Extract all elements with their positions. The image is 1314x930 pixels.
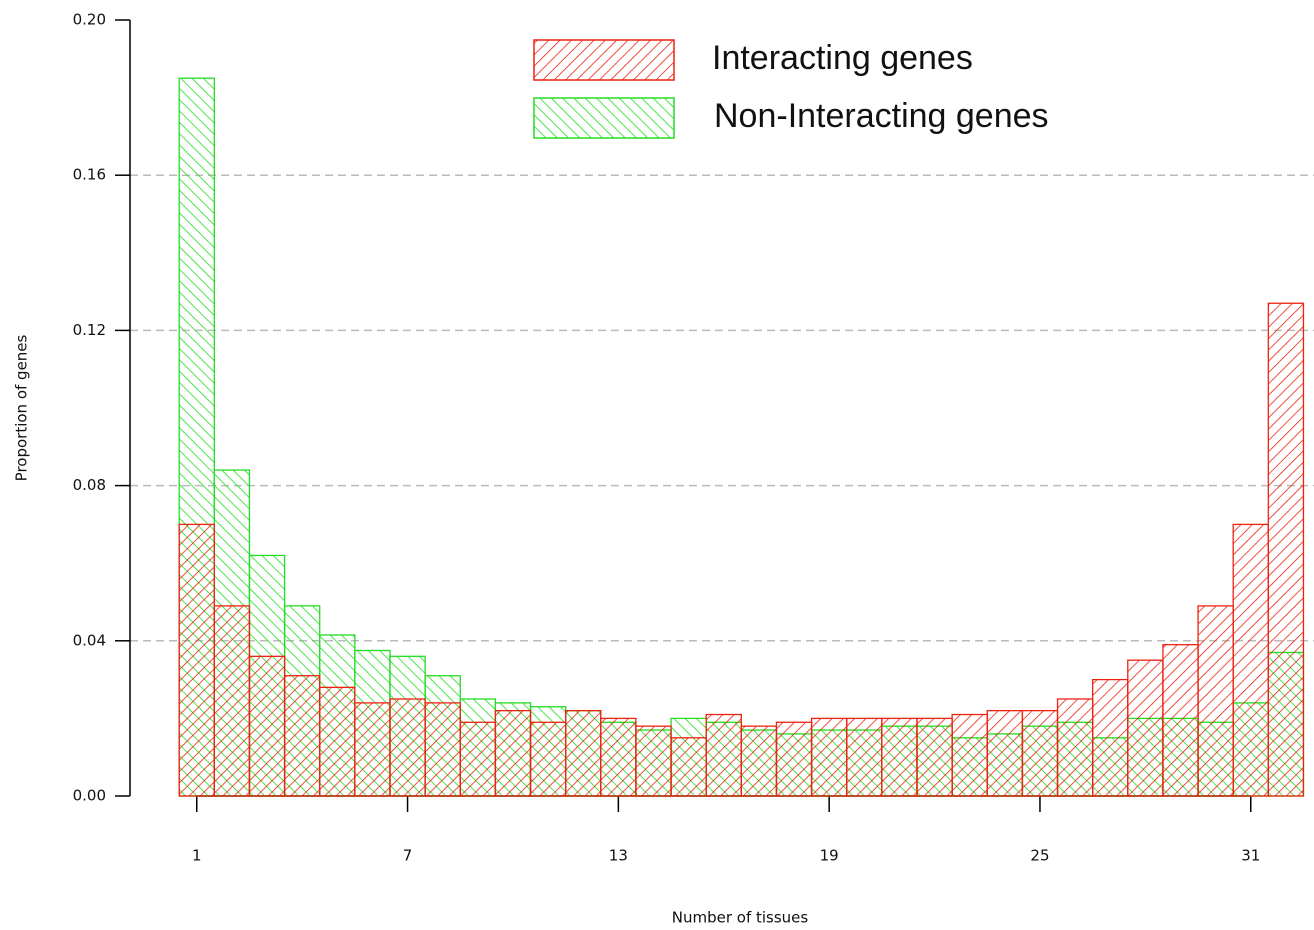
legend-swatch	[533, 97, 675, 139]
bar	[1162, 644, 1199, 797]
bar	[775, 721, 813, 797]
legend-swatch	[533, 39, 675, 81]
bar	[424, 702, 461, 797]
x-tick-label: 1	[192, 847, 202, 865]
bar	[459, 721, 497, 797]
y-tick-label: 0.12	[73, 321, 106, 339]
bar	[600, 717, 637, 797]
bar	[670, 737, 707, 797]
x-tick-label: 13	[609, 847, 628, 865]
bar	[916, 717, 953, 797]
legend-text: Interacting genes	[712, 39, 973, 77]
bar	[1127, 659, 1164, 797]
bar	[1197, 605, 1234, 797]
bar	[1232, 523, 1269, 797]
bar	[283, 675, 321, 797]
bar	[354, 702, 391, 797]
bar	[951, 713, 988, 797]
bar	[740, 725, 778, 797]
x-tick-label: 7	[403, 847, 413, 865]
y-tick-label: 0.16	[73, 166, 106, 184]
bar	[1056, 698, 1094, 797]
bar	[248, 655, 286, 797]
bar	[705, 713, 742, 797]
bar	[529, 721, 567, 797]
bar	[389, 698, 426, 797]
bar	[213, 605, 251, 797]
bar	[565, 709, 602, 797]
y-tick-label: 0.08	[73, 476, 106, 494]
bar	[846, 717, 883, 797]
bar	[635, 725, 672, 797]
legend-text: Non-Interacting genes	[714, 97, 1049, 135]
x-tick-label: 25	[1030, 847, 1049, 865]
bar	[178, 523, 215, 797]
bar	[494, 709, 532, 797]
x-tick-label: 19	[820, 847, 839, 865]
y-axis-title: Proportion of genes	[13, 334, 31, 481]
bar	[319, 686, 356, 797]
y-tick-label: 0.04	[73, 631, 106, 649]
bar	[881, 717, 918, 797]
bar	[1267, 302, 1305, 797]
y-tick-label: 0.00	[73, 787, 106, 805]
bar	[1092, 678, 1129, 797]
bar	[1021, 709, 1059, 797]
x-tick-label: 31	[1241, 847, 1260, 865]
x-axis-title: Number of tissues	[672, 909, 809, 927]
bar	[986, 709, 1024, 797]
bar	[810, 717, 848, 797]
y-tick-label: 0.20	[73, 11, 106, 29]
